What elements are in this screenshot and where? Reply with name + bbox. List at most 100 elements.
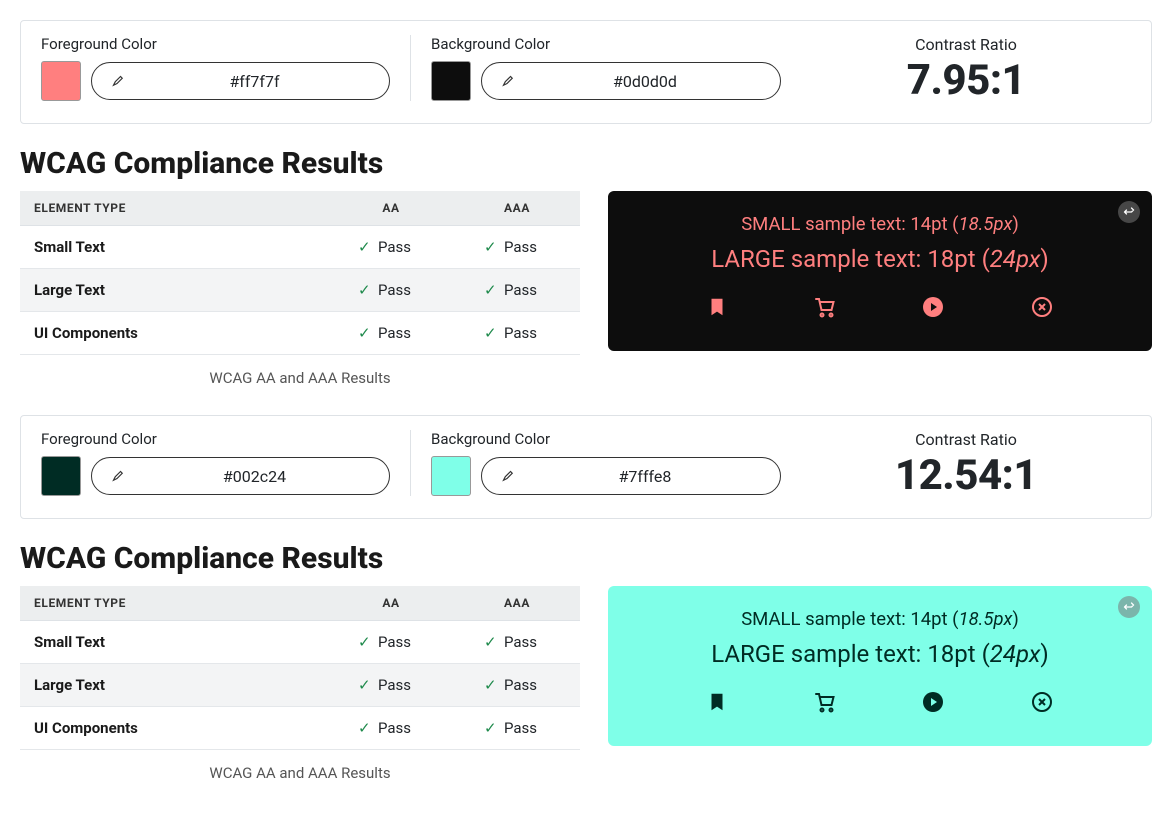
close-circle-icon [1030, 690, 1054, 714]
large-sample-text: LARGE sample text: 18pt (24px) [634, 245, 1126, 273]
results-heading: WCAG Compliance Results [20, 541, 1152, 576]
table-row: Small Text ✓Pass ✓Pass [20, 621, 580, 664]
large-sample-text: LARGE sample text: 18pt (24px) [634, 640, 1126, 668]
background-hex-input[interactable]: #0d0d0d [481, 62, 781, 100]
checkmark-icon: ✓ [484, 238, 498, 256]
close-circle-icon [1030, 295, 1054, 319]
aaa-cell: ✓ Pass [454, 664, 580, 707]
pass-text: Pass [378, 633, 411, 651]
background-label: Background Color [431, 430, 781, 448]
cart-icon [813, 295, 837, 319]
eyedropper-icon[interactable] [110, 468, 124, 485]
results-table-wrap: ELEMENT TYPE AA AAA Small Text ✓ Pass ✓ Pa… [20, 586, 580, 782]
results-heading: WCAG Compliance Results [20, 146, 1152, 181]
small-sample-text: SMALL sample text: 14pt (18.5px) [634, 608, 1126, 630]
results-grid: ELEMENT TYPE AA AAA Small Text ✓Pass ✓Pa… [20, 191, 1152, 387]
table-caption: WCAG AA and AAA Results [20, 369, 580, 387]
foreground-column: Foreground Color #ff7f7f [41, 35, 411, 101]
contrast-block-2: Foreground Color #002c24 Background Colo… [20, 415, 1152, 782]
background-column: Background Color #0d0d0d [411, 35, 781, 101]
bookmark-icon [706, 691, 728, 713]
pass-text: Pass [504, 676, 537, 694]
aa-cell: ✓ Pass [328, 664, 454, 707]
foreground-hex-input[interactable]: #ff7f7f [91, 62, 390, 100]
foreground-swatch[interactable] [41, 456, 81, 496]
eyedropper-icon[interactable] [110, 73, 124, 90]
th-aaa: AAA [454, 586, 580, 621]
foreground-swatch-row: #ff7f7f [41, 61, 390, 101]
background-hex-input[interactable]: #7fffe8 [481, 457, 781, 495]
color-input-panel: Foreground Color #002c24 Background Colo… [20, 415, 1152, 519]
checkmark-icon: ✓ [358, 719, 372, 737]
sample-icon-row [634, 690, 1126, 714]
checkmark-icon: ✓ [484, 676, 498, 694]
row-label: Large Text [20, 269, 328, 312]
eyedropper-icon[interactable] [500, 73, 514, 90]
pass-text: Pass [504, 324, 537, 342]
background-hex-value: #7fffe8 [528, 467, 762, 486]
aa-cell: ✓ Pass [328, 621, 454, 664]
checkmark-icon: ✓ [484, 281, 498, 299]
play-circle-icon [921, 690, 945, 714]
results-grid: ELEMENT TYPE AA AAA Small Text ✓ Pass ✓ Pa… [20, 586, 1152, 782]
sample-icon-row [634, 295, 1126, 319]
checkmark-icon: ✓ [484, 719, 498, 737]
foreground-hex-value: #002c24 [138, 467, 371, 486]
foreground-hex-value: #ff7f7f [138, 72, 371, 91]
foreground-label: Foreground Color [41, 35, 390, 53]
aaa-cell: ✓ Pass [454, 312, 580, 355]
background-swatch-row: #0d0d0d [431, 61, 781, 101]
contrast-preview: SMALL sample text: 14pt (18.5px) LARGE s… [608, 191, 1152, 351]
bookmark-icon [706, 296, 728, 318]
aa-cell: ✓Pass [328, 226, 454, 269]
aaa-cell: ✓ Pass [454, 226, 580, 269]
checkmark-icon: ✓ [484, 324, 498, 342]
background-swatch[interactable] [431, 61, 471, 101]
contrast-ratio-value: 7.95:1 [907, 56, 1026, 105]
checkmark-icon: ✓ [358, 676, 372, 694]
contrast-ratio-value: 12.54:1 [895, 451, 1037, 500]
foreground-swatch-row: #002c24 [41, 456, 390, 496]
pass-text: Pass [504, 633, 537, 651]
pass-text: Pass [378, 676, 411, 694]
eyedropper-icon[interactable] [500, 468, 514, 485]
aaa-cell: ✓Pass [454, 621, 580, 664]
pass-text: Pass [378, 281, 411, 299]
table-caption: WCAG AA and AAA Results [20, 764, 580, 782]
aaa-cell: ✓Pass [454, 707, 580, 750]
pass-text: Pass [378, 324, 411, 342]
swap-colors-icon[interactable] [1118, 201, 1140, 223]
play-circle-icon [921, 295, 945, 319]
contrast-block-1: Foreground Color #ff7f7f Background Colo… [20, 20, 1152, 387]
background-swatch[interactable] [431, 456, 471, 496]
foreground-swatch[interactable] [41, 61, 81, 101]
row-label: UI Components [20, 707, 328, 750]
swap-colors-icon[interactable] [1118, 596, 1140, 618]
background-swatch-row: #7fffe8 [431, 456, 781, 496]
color-input-panel: Foreground Color #ff7f7f Background Colo… [20, 20, 1152, 124]
th-element-type: ELEMENT TYPE [20, 586, 328, 621]
table-row: Large Text ✓Pass ✓Pass [20, 269, 580, 312]
aa-cell: ✓Pass [328, 312, 454, 355]
contrast-ratio-column: Contrast Ratio 12.54:1 [781, 430, 1131, 500]
th-aa: AA [328, 191, 454, 226]
row-label: Small Text [20, 621, 328, 664]
background-label: Background Color [431, 35, 781, 53]
checkmark-icon: ✓ [358, 633, 372, 651]
aaa-cell: ✓Pass [454, 269, 580, 312]
background-column: Background Color #7fffe8 [411, 430, 781, 496]
wcag-results-table: ELEMENT TYPE AA AAA Small Text ✓Pass ✓Pa… [20, 191, 580, 355]
foreground-label: Foreground Color [41, 430, 390, 448]
background-hex-value: #0d0d0d [528, 72, 762, 91]
table-row: UI Components ✓Pass ✓Pass [20, 707, 580, 750]
pass-text: Pass [504, 238, 537, 256]
foreground-hex-input[interactable]: #002c24 [91, 457, 390, 495]
checkmark-icon: ✓ [358, 281, 372, 299]
contrast-ratio-label: Contrast Ratio [915, 430, 1017, 449]
th-aa: AA [328, 586, 454, 621]
row-label: Large Text [20, 664, 328, 707]
row-label: Small Text [20, 226, 328, 269]
pass-text: Pass [378, 238, 411, 256]
small-sample-text: SMALL sample text: 14pt (18.5px) [634, 213, 1126, 235]
wcag-results-table: ELEMENT TYPE AA AAA Small Text ✓ Pass ✓ Pa… [20, 586, 580, 750]
